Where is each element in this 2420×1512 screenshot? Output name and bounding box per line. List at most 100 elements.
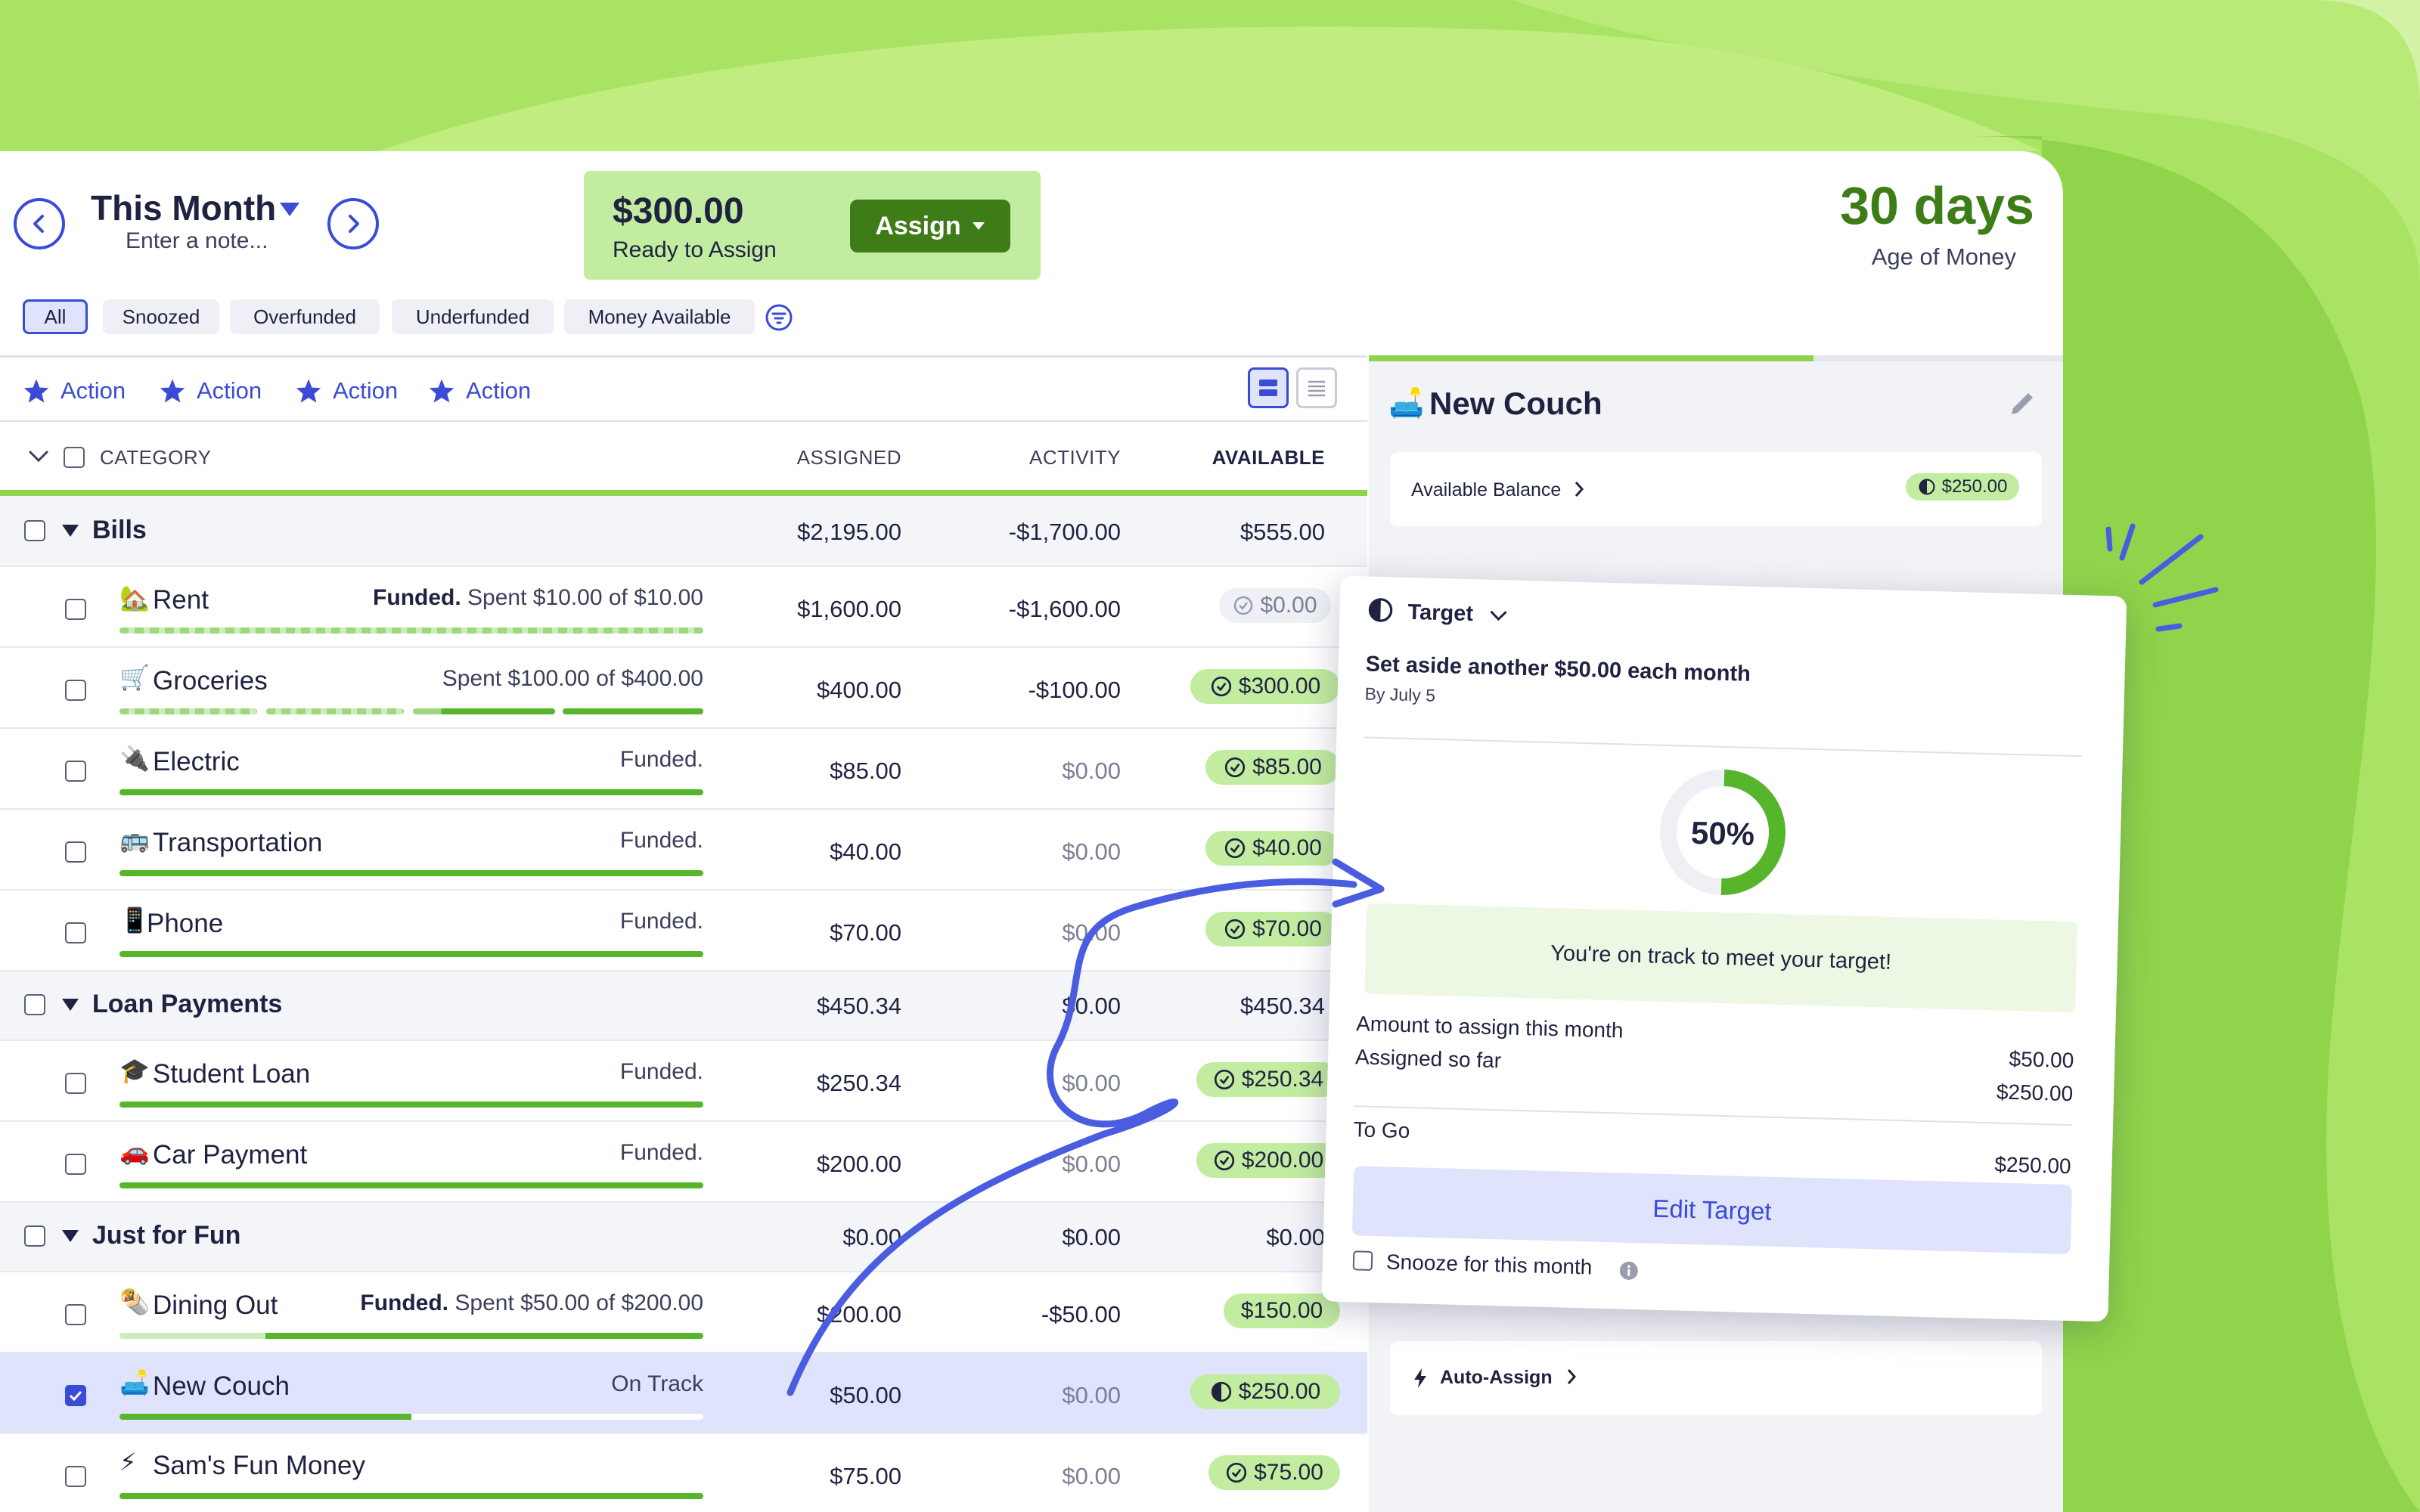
category-assigned[interactable]: $50.00 (830, 1382, 901, 1408)
category-row-transportation[interactable]: 🚌 Transportation Funded. $40.00 $0.00 $4… (0, 808, 1367, 889)
category-checkbox[interactable] (65, 922, 86, 943)
group-checkbox[interactable] (24, 1225, 45, 1247)
category-assigned[interactable]: $1,600.00 (797, 596, 901, 622)
action-button-1[interactable]: Action (23, 373, 126, 408)
category-row-sams-fun-money[interactable]: ⚡ Sam's Fun Money $75.00 $0.00 $75.00 (0, 1433, 1367, 1512)
filter-snoozed[interactable]: Snoozed (103, 299, 219, 334)
category-checkbox[interactable] (65, 761, 86, 782)
category-activity[interactable]: $0.00 (1062, 838, 1121, 865)
action-button-3[interactable]: Action (295, 373, 398, 408)
category-assigned[interactable]: $85.00 (830, 758, 901, 784)
category-activity[interactable]: $0.00 (1062, 1070, 1121, 1096)
category-checkbox[interactable] (65, 1466, 86, 1487)
shopping-cart-icon: 🛒 (119, 664, 150, 691)
available-pill[interactable]: $0.00 (1219, 588, 1331, 623)
group-row-just-for-fun[interactable]: Just for Fun $0.00 $0.00 $0.00 (0, 1201, 1367, 1271)
category-activity[interactable]: -$100.00 (1028, 677, 1121, 703)
category-row-new-couch[interactable]: 🛋️ New Couch On Track $50.00 $0.00 $250.… (0, 1352, 1367, 1433)
category-row-electric[interactable]: 🔌 Electric Funded. $85.00 $0.00 $85.00 (0, 727, 1367, 808)
snooze-label[interactable]: Snooze for this month (1385, 1250, 1593, 1279)
category-activity[interactable]: -$50.00 (1041, 1301, 1121, 1328)
available-amount: $70.00 (1252, 916, 1322, 941)
action-button-2[interactable]: Action (159, 373, 262, 408)
caret-down-icon[interactable] (278, 201, 301, 218)
category-status: Spent $100.00 of $400.00 (442, 666, 703, 691)
category-checkbox[interactable] (65, 599, 86, 620)
available-pill[interactable]: $250.34 (1196, 1062, 1340, 1097)
pencil-icon[interactable] (2006, 387, 2039, 420)
previous-month-button[interactable] (14, 198, 65, 249)
to-go-value: $250.00 (1994, 1152, 2072, 1179)
edit-target-button[interactable]: Edit Target (1351, 1166, 2072, 1255)
available-pill[interactable]: $150.00 (1224, 1294, 1340, 1328)
view-toggle-expanded[interactable] (1248, 367, 1289, 408)
category-activity[interactable]: -$1,600.00 (1008, 596, 1121, 622)
category-row-dining-out[interactable]: 🌯 Dining Out Funded. Spent $50.00 of $20… (0, 1271, 1367, 1352)
filter-money-available[interactable]: Money Available (564, 299, 755, 334)
category-progress-bar (119, 1493, 703, 1499)
caret-down-icon[interactable] (60, 523, 80, 538)
available-amount: $85.00 (1252, 754, 1322, 779)
category-checkbox-checked[interactable] (65, 1385, 86, 1406)
category-assigned[interactable]: $40.00 (830, 838, 901, 865)
select-all-checkbox[interactable] (64, 447, 85, 468)
category-assigned[interactable]: $250.34 (816, 1070, 901, 1096)
check-circle-icon (1226, 1462, 1247, 1483)
category-checkbox[interactable] (65, 841, 86, 863)
category-checkbox[interactable] (65, 1304, 86, 1325)
category-assigned[interactable]: $200.00 (816, 1301, 901, 1328)
filter-overfunded[interactable]: Overfunded (230, 299, 380, 334)
next-month-button[interactable] (327, 198, 379, 249)
available-pill[interactable]: $200.00 (1196, 1143, 1340, 1178)
available-pill[interactable]: $75.00 (1208, 1455, 1340, 1490)
available-pill[interactable]: $250.00 (1190, 1374, 1340, 1409)
category-activity[interactable]: $0.00 (1062, 1463, 1121, 1489)
action-button-4[interactable]: Action (428, 373, 531, 408)
info-icon[interactable] (1618, 1261, 1639, 1281)
inspector-progress-bar (1369, 355, 2063, 361)
collapse-all-chevron-icon[interactable] (27, 448, 50, 466)
category-assigned[interactable]: $400.00 (816, 677, 901, 703)
view-toggle-compact[interactable] (1296, 367, 1337, 408)
category-row-car-payment[interactable]: 🚗 Car Payment Funded. $200.00 $0.00 $200… (0, 1120, 1367, 1201)
action-label: Action (333, 377, 399, 404)
category-assigned[interactable]: $70.00 (830, 919, 901, 946)
auto-assign-card[interactable]: Auto-Assign (1390, 1341, 2042, 1415)
group-row-bills[interactable]: Bills $2,195.00 -$1,700.00 $555.00 (0, 496, 1367, 565)
category-checkbox[interactable] (65, 1073, 86, 1094)
filter-underfunded[interactable]: Underfunded (392, 299, 554, 334)
available-balance-card[interactable]: Available Balance $250.00 (1390, 452, 2042, 526)
available-pill[interactable]: $85.00 (1205, 750, 1340, 785)
target-label[interactable]: Target (1407, 600, 1474, 627)
category-row-rent[interactable]: 🏡 Rent Funded. Spent $10.00 of $10.00 $1… (0, 565, 1367, 646)
available-pill[interactable]: $40.00 (1205, 831, 1340, 866)
available-pill[interactable]: $300.00 (1190, 669, 1340, 704)
filter-settings-icon[interactable] (764, 302, 794, 333)
assign-button[interactable]: Assign (850, 200, 1010, 253)
category-activity[interactable]: $0.00 (1062, 919, 1121, 946)
category-assigned[interactable]: $75.00 (830, 1463, 901, 1489)
filter-all[interactable]: All (23, 299, 88, 334)
available-pill[interactable]: $70.00 (1205, 912, 1340, 947)
category-row-phone[interactable]: 📱 Phone Funded. $70.00 $0.00 $70.00 (0, 889, 1367, 970)
category-row-student-loan[interactable]: 🎓 Student Loan Funded. $250.34 $0.00 $25… (0, 1040, 1367, 1120)
category-activity[interactable]: $0.00 (1062, 1151, 1121, 1177)
category-checkbox[interactable] (65, 1154, 86, 1175)
caret-down-icon[interactable] (60, 1228, 80, 1244)
category-activity[interactable]: $0.00 (1062, 758, 1121, 784)
chevron-down-icon[interactable] (1488, 607, 1509, 624)
action-label: Action (60, 377, 126, 404)
group-row-loan-payments[interactable]: Loan Payments $450.34 $0.00 $450.34 (0, 970, 1367, 1040)
category-activity[interactable]: $0.00 (1062, 1382, 1121, 1408)
month-note[interactable]: Enter a note... (126, 228, 268, 253)
category-row-groceries[interactable]: 🛒 Groceries Spent $100.00 of $400.00 $40… (0, 646, 1367, 727)
group-checkbox[interactable] (24, 520, 45, 541)
category-checkbox[interactable] (65, 680, 86, 701)
group-checkbox[interactable] (24, 994, 45, 1015)
snooze-checkbox[interactable] (1352, 1250, 1373, 1271)
caret-down-icon[interactable] (60, 997, 80, 1012)
available-amount: $40.00 (1252, 835, 1322, 860)
group-available: $450.34 (1239, 993, 1325, 1019)
month-selector[interactable]: This Month (91, 187, 276, 228)
category-assigned[interactable]: $200.00 (816, 1151, 901, 1177)
